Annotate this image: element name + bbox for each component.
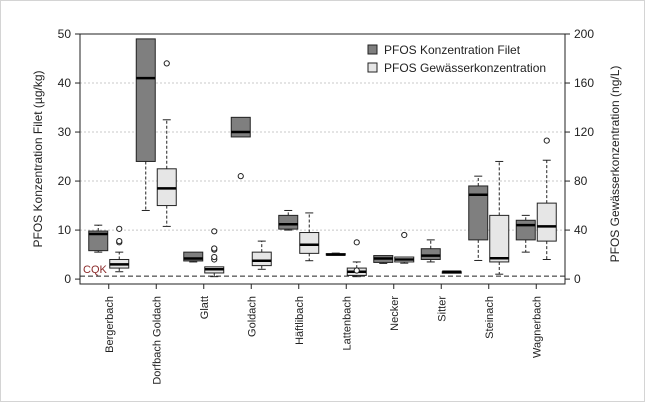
outlier-point [116,225,123,232]
box [489,214,510,263]
left-tick-label: 20 [58,174,72,188]
outlier-point [163,60,170,67]
box [230,116,251,138]
outlier-point [116,238,123,245]
left-tick-label: 40 [58,76,72,90]
box [135,38,156,162]
box [299,232,320,254]
right-tick-label: 80 [574,174,588,188]
legend-label: PFOS Gewässerkonzentration [384,61,546,75]
legend: PFOS Konzentration Filet PFOS Gewässerkon… [367,43,546,75]
left-tick-label: 30 [58,125,72,139]
box [183,251,204,262]
category-axis: Bergerbach Dorfbach Goldach Glatt Goldach Hä… [104,284,543,385]
left-axis: 0 10 20 30 40 50 [58,27,80,286]
outlier-point [353,267,360,274]
right-axis-title: PFOS Gewässerkonzentration (ng/L) [608,66,622,263]
category-label: Dorfbach Goldach [151,296,163,385]
left-tick-label: 0 [64,272,71,286]
box [251,251,272,267]
outlier-point [543,137,550,144]
category-label: Wagnerbach [531,296,543,358]
right-tick-label: 200 [574,27,594,41]
category-label: Häftlibach [294,296,306,345]
outlier-point [401,231,408,239]
category-label: Necker [389,296,401,331]
right-tick-label: 160 [574,76,594,90]
box [278,214,299,230]
legend-label: PFOS Konzentration Filet [384,43,521,57]
category-label: Glatt [199,296,211,319]
plot-border [79,33,566,285]
cqk-label: CQK [83,264,108,276]
box [515,219,536,241]
outlier-point [211,245,218,252]
category-label: Goldach [246,296,258,337]
left-tick-label: 10 [58,223,72,237]
right-tick-label: 120 [574,125,594,139]
category-label: Sitter [436,296,448,322]
category-label: Steinach [484,296,496,339]
box [468,185,489,241]
legend-swatch [367,44,378,55]
box-marks [88,38,557,278]
right-tick-label: 0 [574,272,581,286]
right-axis: 0 40 80 120 160 200 [565,27,594,286]
outlier-point [353,239,360,246]
category-label: Bergerbach [104,296,116,353]
left-axis-title: PFOS Konzentration Filet (µg/kg) [31,71,45,248]
outlier-point [237,173,244,180]
right-tick-label: 40 [574,223,588,237]
box [536,202,557,242]
left-tick-label: 50 [58,27,72,41]
outlier-point [211,253,218,261]
legend-swatch [367,62,378,73]
category-label: Lattenbach [341,296,353,350]
box [88,230,109,252]
box [420,248,441,260]
outlier-point [211,228,218,235]
